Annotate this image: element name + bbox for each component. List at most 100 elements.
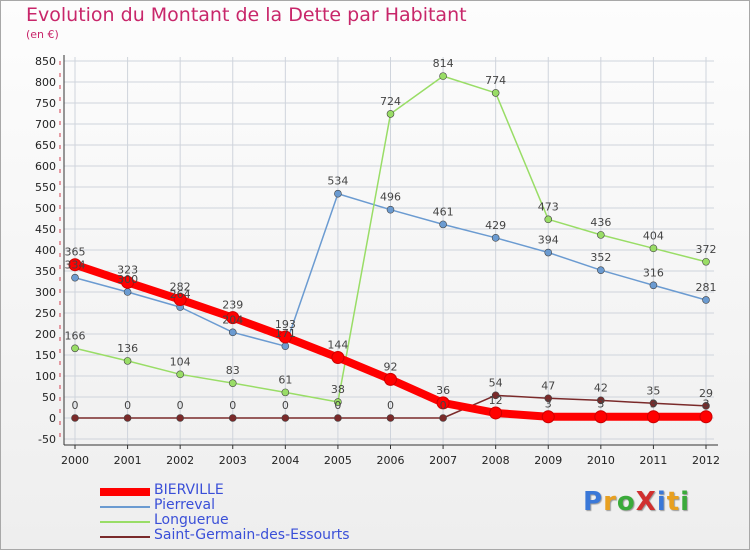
y-tick-label: 150 bbox=[35, 349, 56, 362]
data-label: 3 bbox=[650, 398, 657, 411]
x-tick-label: 2001 bbox=[114, 454, 142, 467]
data-point bbox=[544, 248, 553, 257]
data-point bbox=[334, 189, 342, 198]
data-point bbox=[386, 205, 395, 214]
legend-label: BIERVILLE bbox=[154, 482, 224, 498]
legend-swatch bbox=[100, 488, 150, 496]
data-label: 3 bbox=[703, 398, 710, 411]
data-point bbox=[281, 414, 290, 422]
data-point bbox=[544, 215, 553, 224]
data-label: 534 bbox=[327, 175, 348, 188]
data-label: 166 bbox=[65, 329, 86, 342]
data-label: 35 bbox=[646, 384, 660, 397]
data-label: 239 bbox=[222, 299, 243, 312]
data-label: 394 bbox=[538, 234, 559, 247]
x-tick-label: 2005 bbox=[324, 454, 352, 467]
data-point bbox=[278, 330, 292, 344]
data-point bbox=[176, 370, 184, 379]
x-tick-label: 2012 bbox=[692, 454, 720, 467]
data-label: 12 bbox=[489, 394, 503, 407]
data-point bbox=[71, 344, 79, 353]
y-tick-label: 850 bbox=[35, 55, 56, 68]
x-tick-label: 2009 bbox=[534, 454, 562, 467]
data-point bbox=[386, 414, 395, 422]
data-point bbox=[228, 379, 237, 387]
data-point bbox=[334, 398, 342, 406]
data-label: 144 bbox=[327, 339, 348, 352]
y-tick-label: 250 bbox=[35, 307, 56, 320]
data-label: 404 bbox=[643, 229, 664, 242]
data-point bbox=[702, 257, 710, 266]
data-label: 473 bbox=[538, 200, 559, 213]
data-label: 0 bbox=[387, 399, 394, 412]
data-point bbox=[68, 258, 82, 272]
data-label: 61 bbox=[278, 373, 292, 386]
data-label: 814 bbox=[433, 57, 454, 70]
proxiti-logo: ProXiti bbox=[583, 487, 690, 517]
data-label: 264 bbox=[170, 288, 191, 301]
legend-swatch bbox=[100, 536, 150, 538]
data-point bbox=[491, 234, 500, 242]
x-tick-label: 2002 bbox=[166, 454, 194, 467]
data-point bbox=[649, 281, 658, 290]
data-label: 193 bbox=[275, 318, 296, 331]
data-label: 3 bbox=[545, 398, 552, 411]
logo-letter: i bbox=[680, 487, 691, 517]
data-label: 0 bbox=[282, 399, 289, 412]
data-point bbox=[489, 406, 503, 420]
data-point bbox=[439, 414, 447, 422]
data-point bbox=[597, 266, 605, 274]
data-label: 29 bbox=[699, 387, 713, 400]
data-label: 281 bbox=[696, 281, 717, 294]
data-point bbox=[176, 414, 184, 422]
y-tick-label: 350 bbox=[35, 265, 56, 278]
data-label: 352 bbox=[590, 251, 611, 264]
legend-label: Saint-Germain-des-Essourts bbox=[154, 527, 350, 543]
data-point bbox=[699, 410, 713, 424]
data-label: 54 bbox=[489, 376, 503, 389]
data-point bbox=[71, 273, 79, 282]
data-point bbox=[491, 89, 500, 97]
chart-subtitle: (en €) bbox=[26, 28, 59, 41]
logo-letter: t bbox=[666, 487, 681, 517]
data-point bbox=[123, 288, 132, 296]
data-label: 83 bbox=[226, 364, 240, 377]
data-label: 0 bbox=[440, 399, 447, 412]
y-tick-label: 500 bbox=[35, 202, 56, 215]
data-label: 3 bbox=[597, 398, 604, 411]
x-tick-label: 2004 bbox=[271, 454, 299, 467]
data-point bbox=[281, 342, 290, 350]
data-label: 496 bbox=[380, 191, 401, 204]
legend-swatch bbox=[100, 506, 150, 508]
data-label: 0 bbox=[72, 399, 79, 412]
y-tick-label: 550 bbox=[35, 181, 56, 194]
data-label: 774 bbox=[485, 74, 506, 87]
data-label: 461 bbox=[433, 205, 454, 218]
data-point bbox=[71, 414, 79, 422]
y-tick-label: 50 bbox=[42, 391, 56, 404]
y-tick-label: 400 bbox=[35, 244, 56, 257]
y-tick-label: 700 bbox=[35, 118, 56, 131]
data-label: 47 bbox=[541, 379, 555, 392]
data-label: 334 bbox=[65, 259, 86, 272]
logo-letter: i bbox=[656, 487, 667, 517]
y-tick-label: 600 bbox=[35, 160, 56, 173]
data-point bbox=[281, 388, 290, 397]
data-label: 171 bbox=[275, 327, 296, 340]
data-label: 282 bbox=[170, 281, 191, 294]
y-tick-label: 750 bbox=[35, 97, 56, 110]
data-label: 724 bbox=[380, 95, 401, 108]
x-tick-label: 2000 bbox=[61, 454, 89, 467]
data-point bbox=[544, 394, 553, 403]
data-point bbox=[646, 410, 660, 424]
data-label: 0 bbox=[229, 399, 236, 412]
data-point bbox=[594, 410, 608, 424]
data-point bbox=[123, 357, 132, 365]
x-tick-label: 2010 bbox=[587, 454, 615, 467]
data-label: 92 bbox=[384, 360, 398, 373]
data-label: 36 bbox=[436, 384, 450, 397]
data-point bbox=[702, 296, 710, 304]
data-label: 0 bbox=[124, 399, 131, 412]
